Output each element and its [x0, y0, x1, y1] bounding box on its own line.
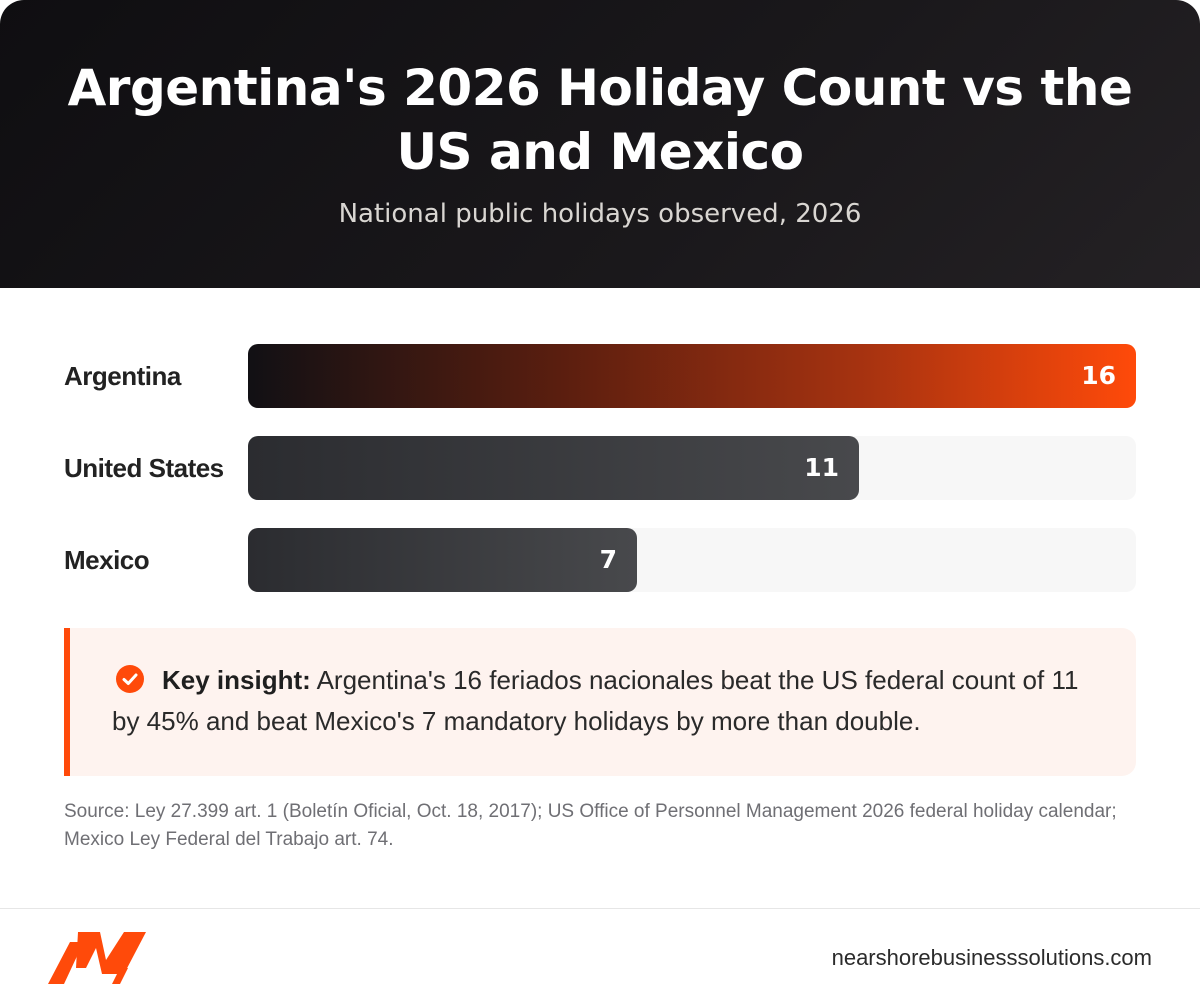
- website-link[interactable]: nearshorebusinesssolutions.com: [831, 945, 1152, 970]
- bar-row-argentina: Argentina 16: [64, 344, 1136, 408]
- bar-argentina: 16: [248, 344, 1136, 408]
- bar-row-mexico: Mexico 7: [64, 528, 1136, 592]
- bar-track: 11: [248, 436, 1136, 500]
- source-note: Source: Ley 27.399 art. 1 (Boletín Ofici…: [64, 801, 1117, 850]
- chart-title: Argentina's 2026 Holiday Count vs the US…: [67, 59, 1133, 181]
- bar-track: 7: [248, 528, 1136, 592]
- insight-text: Key insight: Argentina's 16 feriados nac…: [112, 660, 1112, 742]
- footer-divider: [0, 908, 1200, 909]
- bar-united-states: 11: [248, 436, 859, 500]
- bar-value-label: 11: [804, 453, 839, 482]
- brand-logo-icon: [48, 932, 146, 984]
- bar-chart: Argentina 16 United States 11 Mexico 7: [0, 288, 1200, 618]
- insight-body: Argentina's 16 feriados nacionales beat …: [112, 665, 1079, 736]
- category-label: Mexico: [64, 545, 150, 575]
- category-label: United States: [64, 453, 224, 483]
- chart-subtitle: National public holidays observed, 2026: [338, 199, 862, 229]
- check-circle-icon: [116, 665, 144, 693]
- insight-label: Key insight:: [162, 665, 311, 695]
- bar-row-united-states: United States 11: [64, 436, 1136, 500]
- bar-value-label: 16: [1081, 361, 1116, 390]
- bar-mexico: 7: [248, 528, 637, 592]
- category-label: Argentina: [64, 361, 181, 391]
- chart-header: Argentina's 2026 Holiday Count vs the US…: [0, 0, 1200, 288]
- bar-track: 16: [248, 344, 1136, 408]
- key-insight-callout: Key insight: Argentina's 16 feriados nac…: [64, 628, 1136, 776]
- bar-value-label: 7: [599, 545, 617, 574]
